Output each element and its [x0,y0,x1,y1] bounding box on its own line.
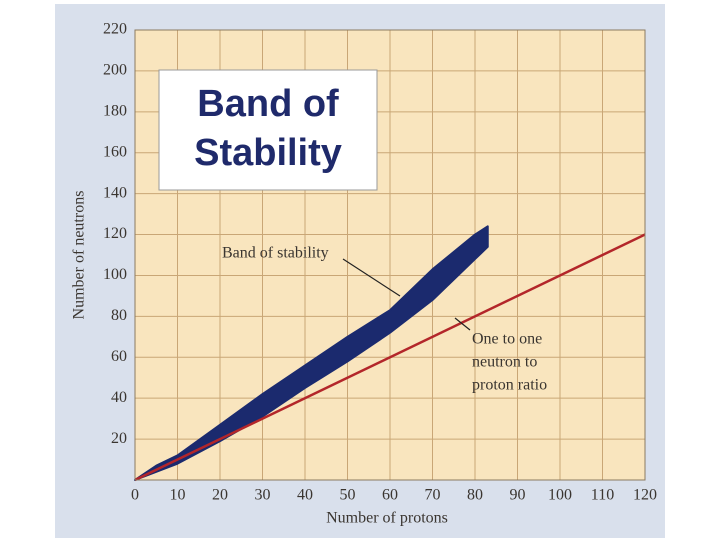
y-tick-label: 120 [103,225,127,242]
x-tick-label: 120 [633,487,657,504]
x-tick-label: 20 [212,487,228,504]
y-axis-label: Number of neutrons [71,191,88,320]
x-tick-label: 70 [425,487,441,504]
annotation-arrow [454,317,471,331]
x-tick-label: 100 [548,487,572,504]
x-tick-label: 30 [255,487,271,504]
y-tick-label: 60 [111,348,127,365]
x-tick-label: 0 [131,487,139,504]
y-tick-label: 160 [103,143,127,160]
y-tick-label: 20 [111,430,127,447]
x-tick-label: 80 [467,487,483,504]
annotation: proton ratio [472,377,547,394]
x-tick-label: 90 [510,487,526,504]
y-tick-label: 100 [103,266,127,283]
x-tick-label: 110 [591,487,614,504]
title-line: Band of [197,83,339,125]
series-line [134,233,646,482]
annotation-arrow [342,258,401,297]
y-tick-label: 220 [103,21,127,38]
x-tick-label: 10 [170,487,186,504]
x-tick-label: 40 [297,487,313,504]
x-tick-label: 60 [382,487,398,504]
y-tick-label: 40 [111,389,127,406]
annotation: One to one [472,331,542,348]
x-tick-label: 50 [340,487,356,504]
plot-border [134,29,646,481]
annotation: Band of stability [222,245,329,262]
title-box [158,69,378,191]
y-tick-label: 200 [103,62,127,79]
annotation: neutron to [472,354,537,371]
title-line: Stability [194,132,342,174]
y-tick-label: 180 [103,102,127,119]
x-axis-label: Number of protons [326,510,448,527]
y-tick-label: 140 [103,184,127,201]
y-tick-label: 80 [111,307,127,324]
marks [134,225,646,482]
